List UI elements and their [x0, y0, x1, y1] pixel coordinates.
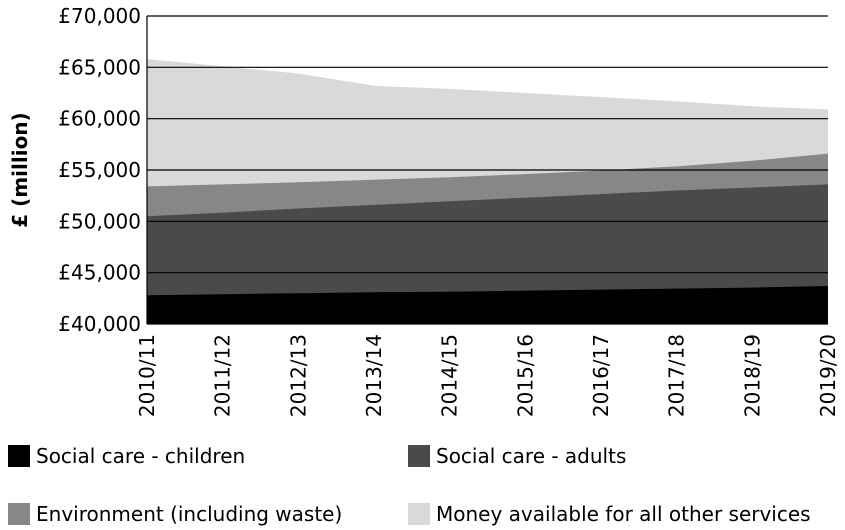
- y-axis-label: £ (million): [8, 112, 32, 227]
- area-series-social-care-children: [147, 286, 828, 324]
- x-tick-label: 2019/20: [816, 334, 840, 417]
- x-tick-label: 2018/19: [740, 334, 764, 417]
- legend-item-environment: Environment (including waste): [8, 502, 342, 526]
- legend-swatch-other-services: [408, 503, 430, 525]
- legend-swatch-social-care-adults: [408, 445, 430, 467]
- x-tick-label: 2014/15: [438, 334, 462, 417]
- x-tick-label: 2013/14: [362, 334, 386, 417]
- chart: £40,000 £45,000 £50,000 £55,000 £60,000 £65,0…: [8, 4, 840, 417]
- legend-label: Money available for all other services: [436, 502, 811, 526]
- y-tick-label: £60,000: [58, 107, 141, 131]
- y-tick-label: £70,000: [58, 4, 141, 28]
- x-tick-label: 2012/13: [286, 334, 310, 417]
- y-tick-labels: £40,000 £45,000 £50,000 £55,000 £60,000 £65,0…: [58, 4, 141, 336]
- legend-label: Social care - children: [36, 444, 246, 468]
- y-tick-label: £40,000: [58, 312, 141, 336]
- x-tick-label: 2015/16: [513, 334, 537, 417]
- x-tick-labels: 2010/11 2011/12 2012/13 2013/14 2014/15 2015/…: [135, 334, 840, 417]
- legend-item-other-services: Money available for all other services: [408, 502, 811, 526]
- area-series-group: [147, 59, 828, 324]
- x-tick-label: 2016/17: [589, 334, 613, 417]
- legend-item-social-care-adults: Social care - adults: [408, 444, 626, 468]
- legend-label: Social care - adults: [436, 444, 627, 468]
- legend-label: Environment (including waste): [36, 502, 343, 526]
- legend-swatch-social-care-children: [8, 445, 30, 467]
- y-tick-label: £55,000: [58, 158, 141, 182]
- x-tick-label: 2017/18: [665, 334, 689, 417]
- x-tick-label: 2011/12: [211, 334, 235, 417]
- legend-item-social-care-children: Social care - children: [8, 444, 245, 468]
- y-tick-label: £45,000: [58, 261, 141, 285]
- gridlines: [146, 15, 828, 325]
- legend-swatch-environment: [8, 503, 30, 525]
- x-tick-label: 2010/11: [135, 334, 159, 417]
- y-tick-label: £65,000: [58, 55, 141, 79]
- y-tick-label: £50,000: [58, 209, 141, 233]
